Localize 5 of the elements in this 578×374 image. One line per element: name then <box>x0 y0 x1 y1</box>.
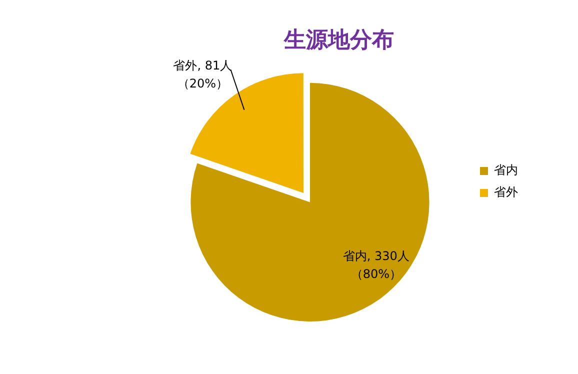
legend-label: 省内 <box>494 163 518 178</box>
data-label: 省外, 81人（20%） <box>173 58 232 91</box>
chart-title: 生源地分布 <box>283 28 394 53</box>
legend-label: 省外 <box>494 185 518 200</box>
data-label: 省内, 330人（80%） <box>342 248 410 281</box>
